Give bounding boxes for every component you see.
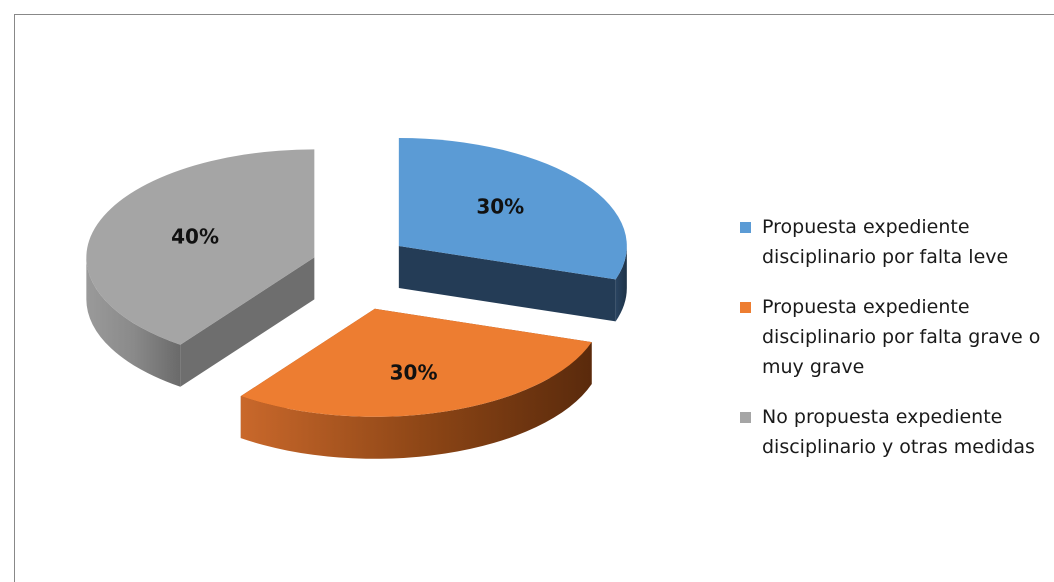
legend-swatch-gray <box>740 412 751 423</box>
pie-slice-1-top <box>398 138 627 280</box>
pie-slice-1-label: 30% <box>476 195 524 219</box>
legend-label-grave: Propuesta expediente disciplinario por f… <box>762 296 1041 378</box>
pie-slice-1 <box>398 138 627 322</box>
legend-swatch-orange <box>740 302 751 313</box>
legend-label-leve: Propuesta expediente disciplinario por f… <box>762 216 1009 268</box>
pie-slice-3-label: 40% <box>171 225 219 249</box>
pie-slice-1-outer-wall <box>615 246 627 322</box>
pie-slice-3-outer-wall <box>86 257 181 387</box>
legend-swatch-blue <box>740 222 751 233</box>
pie-slice-3-top <box>86 149 315 345</box>
pie-slice-1-radial-wall <box>398 138 616 322</box>
pie-slice-2-outer-wall <box>240 342 592 459</box>
legend-item-no-propuesta: No propuesta expediente disciplinario y … <box>740 402 1050 462</box>
legend-label-no-propuesta: No propuesta expediente disciplinario y … <box>762 406 1035 458</box>
pie-slice-2-label: 30% <box>390 360 438 384</box>
legend-item-leve: Propuesta expediente disciplinario por f… <box>740 212 1050 272</box>
pie-slice-3-radial-wall <box>180 149 315 387</box>
pie-slice-2-top <box>240 308 592 417</box>
pie-slice-2 <box>240 308 592 459</box>
pie-slice-3 <box>86 149 315 387</box>
legend-item-grave: Propuesta expediente disciplinario por f… <box>740 292 1050 382</box>
legend: Propuesta expediente disciplinario por f… <box>740 212 1050 462</box>
